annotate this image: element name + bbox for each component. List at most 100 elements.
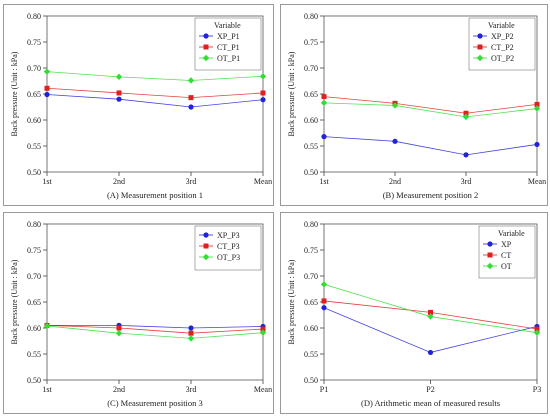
data-point [187, 77, 195, 84]
series-line-ot_p3 [46, 325, 264, 339]
data-point [260, 97, 266, 103]
chart-panel-d: 0.50 0.55 0.60 0.65 0.70 0.75 0.80 P1 P2 P3 Back p… [280, 212, 548, 414]
data-point [116, 90, 122, 96]
data-point [428, 309, 433, 315]
series-line-ot_p1 [46, 71, 264, 81]
data-point [392, 138, 398, 144]
data-point [187, 335, 195, 342]
data-point [115, 330, 123, 337]
data-point [533, 329, 541, 336]
y-tick-label: 0.80 [27, 220, 41, 229]
legend-marker [203, 232, 209, 238]
data-point [534, 326, 540, 332]
data-point [321, 134, 327, 140]
y-tick-label: 0.65 [304, 90, 318, 99]
data-point [320, 99, 328, 107]
data-point [116, 96, 122, 102]
legend-title: Variable [498, 229, 525, 238]
y-tick-label: 0.80 [304, 220, 318, 229]
y-tick-label: 0.65 [27, 90, 41, 99]
y-tick-label: 0.80 [27, 12, 41, 21]
legend-marker [202, 54, 210, 62]
data-point [534, 141, 540, 148]
legend-box [468, 17, 536, 71]
chart-panel-b: 0.50 0.55 0.60 0.65 0.70 0.75 0.80 1st 2nd 3rd Mea… [280, 4, 548, 206]
x-tick-label: 2nd [113, 385, 125, 394]
data-point [533, 105, 541, 112]
y-tick-label: 0.75 [27, 246, 41, 255]
y-tick-label: 0.70 [27, 272, 41, 281]
legend-label: OT [501, 262, 512, 271]
data-point [534, 101, 540, 107]
data-point [320, 281, 328, 288]
x-tick-label: Mean [528, 177, 546, 186]
y-tick-label: 0.60 [304, 324, 318, 333]
x-tick-label: 2nd [113, 177, 125, 186]
data-point [463, 110, 469, 116]
y-tick-label: 0.65 [304, 298, 318, 307]
series-line-ct_p1 [46, 87, 264, 99]
data-point [188, 325, 194, 331]
legend-title: Variable [214, 21, 241, 30]
data-point [427, 313, 434, 320]
x-tick-label: 3rd [186, 385, 197, 394]
y-tick-label: 0.60 [304, 116, 318, 125]
data-point [463, 152, 469, 158]
legend-label: CT_P1 [217, 43, 240, 52]
legend-label: OT_P2 [491, 54, 514, 63]
chart-title: (A) Measurement position 1 [107, 190, 203, 200]
y-tick-label: 0.75 [304, 38, 318, 47]
y-tick-label: 0.50 [27, 376, 41, 385]
series-line-xp_p3 [47, 324, 264, 329]
legend-box [194, 17, 262, 71]
legend-label: XP_P1 [217, 32, 240, 41]
data-point [188, 104, 194, 110]
data-point [116, 325, 122, 331]
data-point [43, 68, 51, 75]
legend-marker [477, 44, 483, 50]
legend: Variable XP_P1 CT_P1 OT_P1 [194, 17, 262, 71]
data-point [260, 90, 266, 96]
y-tick-label: 0.60 [27, 116, 41, 125]
chart-title: (D) Arithmetic mean of measured results [361, 398, 500, 408]
y-tick-label: 0.80 [304, 12, 318, 21]
legend-label: XP [501, 240, 512, 249]
y-axis-label: Back pressure (Unit : kPa) [287, 259, 296, 344]
y-axis-label: Back pressure (Unit : kPa) [10, 259, 19, 344]
data-point [259, 73, 267, 80]
x-tick-label: P2 [426, 385, 434, 394]
series-line-xp_p1 [46, 94, 264, 108]
legend-marker [476, 54, 484, 62]
y-tick-label: 0.75 [304, 246, 318, 255]
data-point [391, 102, 399, 109]
legend: XP_P3 CT_P3 OT_P3 [194, 225, 262, 271]
y-axis-label: Back pressure (Unit : kPa) [287, 51, 296, 136]
series-line-ot_p2 [323, 102, 538, 118]
x-tick-label: 1st [319, 177, 329, 186]
legend-label: CT_P3 [217, 242, 240, 251]
data-point [44, 91, 50, 98]
legend-label: OT_P1 [217, 54, 240, 63]
x-tick-label: P1 [320, 385, 328, 394]
data-point [115, 73, 123, 81]
x-tick-label: 1st [42, 385, 52, 394]
legend-marker [487, 252, 493, 258]
data-point [321, 298, 327, 304]
data-point [44, 85, 50, 91]
x-tick-label: 3rd [186, 177, 197, 186]
y-tick-label: 0.70 [304, 272, 318, 281]
x-tick-label: Mean [254, 385, 272, 394]
legend-label: OT_P3 [217, 253, 240, 262]
legend: Variable XP CT OT [478, 225, 536, 279]
x-tick-label: 1st [42, 177, 52, 186]
legend-marker [203, 44, 209, 50]
y-tick-label: 0.75 [27, 38, 41, 47]
legend-label: XP_P3 [217, 231, 240, 240]
y-tick-label: 0.70 [27, 64, 41, 73]
y-tick-label: 0.50 [27, 168, 41, 177]
data-point [188, 330, 194, 336]
data-point [259, 329, 267, 336]
legend-title: Variable [488, 21, 515, 30]
legend-marker [486, 262, 494, 270]
